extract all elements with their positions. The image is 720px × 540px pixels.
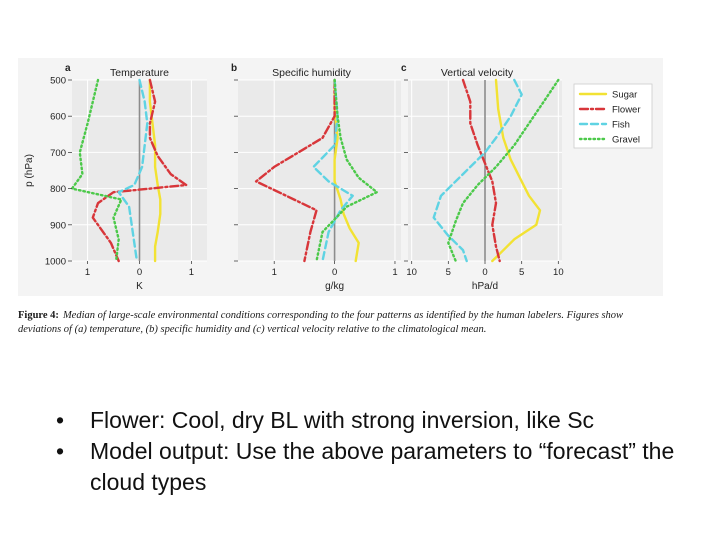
panel-background bbox=[238, 80, 401, 261]
x-axis-label: K bbox=[136, 281, 143, 292]
series-line-gravel bbox=[70, 78, 123, 263]
y-tick-label: 600 bbox=[50, 112, 66, 123]
y-tick-label: 700 bbox=[50, 148, 66, 159]
x-tick-label: 5 bbox=[519, 267, 524, 278]
figure-caption: Figure 4: Median of large-scale environme… bbox=[18, 309, 668, 337]
panel-letter: a bbox=[65, 63, 71, 74]
bullet-item: • Model output: Use the above parameters … bbox=[52, 436, 692, 498]
x-axis-label: g/kg bbox=[325, 281, 344, 292]
x-tick-label: 0 bbox=[482, 267, 487, 278]
x-tick-label: 0 bbox=[332, 267, 337, 278]
series-line-gravel bbox=[447, 78, 560, 263]
panel-b: b Specific humidity 1 0 1 g/kg bbox=[231, 63, 401, 292]
caption-label: Figure 4: bbox=[18, 310, 59, 321]
x-tick-label: 0 bbox=[137, 267, 142, 278]
x-tick-label: 1 bbox=[272, 267, 277, 278]
series-line-fish bbox=[117, 78, 149, 263]
x-axis-label: hPa/d bbox=[472, 281, 498, 292]
x-tick-label: 5 bbox=[446, 267, 451, 278]
panel-letter: b bbox=[231, 63, 237, 74]
series-line-flower bbox=[91, 78, 188, 263]
bullet-marker: • bbox=[56, 438, 65, 464]
y-tick-label: 500 bbox=[50, 76, 66, 87]
y-axis-label: p (hPa) bbox=[24, 154, 35, 187]
x-tick-label: 1 bbox=[85, 267, 90, 278]
series-line-flower bbox=[254, 78, 336, 263]
bullet-list: • Flower: Cool, dry BL with strong invers… bbox=[52, 405, 692, 498]
x-tick-label: 1 bbox=[189, 267, 194, 278]
bullet-text: Model output: Use the above parameters t… bbox=[90, 438, 675, 495]
legend-label: Sugar bbox=[612, 90, 637, 101]
panel-a: a Temperature 1 0 1 K 500 600 700 800 900 1000 p (hP… bbox=[24, 63, 207, 292]
legend: Sugar Flower Fish Gravel bbox=[573, 83, 653, 149]
panel-title: Specific humidity bbox=[272, 67, 352, 79]
legend-label: Flower bbox=[612, 105, 641, 116]
x-tick-label: 10 bbox=[553, 267, 564, 278]
y-tick-label: 900 bbox=[50, 220, 66, 231]
x-tick-label: 10 bbox=[406, 267, 417, 278]
series-line-fish bbox=[312, 78, 354, 263]
x-tick-label: 1 bbox=[392, 267, 397, 278]
panel-letter: c bbox=[401, 63, 407, 74]
bullet-text: Flower: Cool, dry BL with strong inversi… bbox=[90, 407, 595, 433]
caption-text: Median of large-scale environmental cond… bbox=[18, 310, 624, 335]
series-line-fish bbox=[432, 78, 523, 263]
y-tick-label: 1000 bbox=[45, 257, 66, 268]
legend-label: Fish bbox=[612, 120, 630, 131]
panel-title: Vertical velocity bbox=[441, 67, 514, 79]
panel-c: c Vertical velocity 10 5 0 5 10 hPa/d Sugar Flowe… bbox=[401, 63, 653, 292]
series-line-flower bbox=[461, 78, 501, 263]
y-tick-label: 800 bbox=[50, 184, 66, 195]
legend-label: Gravel bbox=[612, 135, 640, 146]
bullet-marker: • bbox=[56, 407, 65, 433]
bullet-item: • Flower: Cool, dry BL with strong invers… bbox=[52, 405, 692, 436]
panel-title: Temperature bbox=[110, 67, 169, 79]
series-line-gravel bbox=[315, 78, 379, 263]
